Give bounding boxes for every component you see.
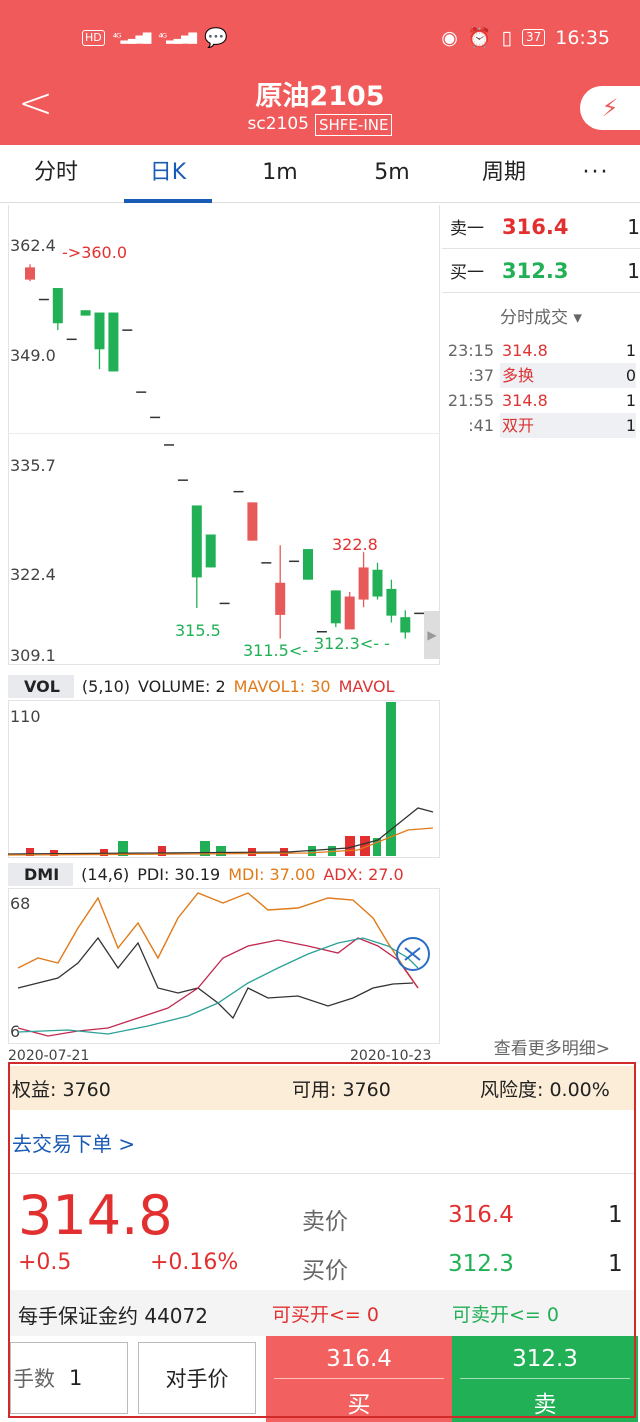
bid-price: 312.3: [448, 1251, 514, 1277]
bid-qty: 1: [608, 1251, 623, 1277]
vol-header[interactable]: VOL (5,10) VOLUME: 2 MAVOL1: 30 MAVOL: [8, 673, 440, 699]
vibrate-icon: ▯: [501, 26, 512, 49]
candle-body: [386, 588, 397, 616]
indicator-name[interactable]: DMI: [8, 862, 74, 886]
low-price-label: 311.5<- -: [243, 641, 319, 660]
max-price-label: ->360.0: [62, 243, 127, 262]
price-change: +0.5: [18, 1250, 72, 1275]
candle-body: [205, 534, 216, 568]
can-buy-text: 可买开<= 0: [272, 1304, 379, 1326]
last-low-label: 312.3<- -: [314, 634, 390, 653]
low-price-label: 315.5: [175, 621, 221, 640]
y-tick: 6: [10, 1022, 21, 1041]
trade-row: 23:15 314.8 1: [447, 341, 636, 360]
margin-bar: [10, 1290, 634, 1336]
trades-dropdown[interactable]: 分时成交 ▾: [500, 308, 582, 328]
candle-body: [247, 502, 258, 541]
y-tick: 349.0: [10, 346, 56, 365]
dmi-header[interactable]: DMI (14,6) PDI: 30.19 MDI: 37.00 ADX: 27…: [8, 861, 440, 887]
flash-order-icon[interactable]: ⚡: [580, 86, 640, 130]
status-time: 16:35: [555, 26, 610, 49]
dmi-plot: [17, 892, 430, 1037]
signal-icon: ⁴ᴳ▂▃▅▇: [112, 31, 152, 44]
buy-button[interactable]: 316.4 买: [266, 1336, 452, 1422]
lots-input[interactable]: 手数 1: [10, 1342, 128, 1414]
candle-body: [330, 590, 341, 624]
counter-price-button[interactable]: 对手价: [138, 1342, 256, 1414]
candle-body: [108, 312, 119, 372]
signal-icon: ⁴ᴳ▂▃▅▇: [158, 31, 197, 44]
chat-icon: 💬: [204, 27, 228, 49]
bid-label: 买价: [302, 1258, 348, 1284]
bid-row: 买一 312.3 1: [442, 249, 640, 293]
candle-body: [25, 267, 35, 280]
alarm-icon: ⏰: [467, 27, 492, 49]
trade-row: :41 双开 1: [442, 413, 640, 438]
eye-icon: ◉: [441, 26, 458, 49]
kline-plot: [25, 264, 425, 639]
y-tick: 110: [10, 707, 41, 726]
y-tick: 68: [10, 894, 31, 913]
tab-timeshare[interactable]: 分时: [33, 160, 78, 185]
ask-label: 卖价: [302, 1209, 348, 1235]
candle-body: [94, 312, 105, 350]
ask-price: 316.4: [448, 1202, 514, 1228]
battery-icon: 37: [521, 29, 546, 46]
y-tick: 335.7: [10, 456, 56, 475]
date-start: 2020-07-21: [8, 1048, 90, 1064]
y-tick: 309.1: [10, 646, 56, 665]
last-price: 314.8: [18, 1184, 173, 1247]
high-price-label: 322.8: [332, 535, 378, 554]
grid-line: [8, 433, 440, 434]
highlight-box: [8, 1062, 636, 1418]
exchange-badge: SHFE-INE: [315, 114, 393, 136]
margin-text: 每手保证金约 44072: [18, 1304, 208, 1328]
kline-chart[interactable]: [8, 205, 440, 665]
period-tabs: 分时 日K 1m 5m 周期 ···: [0, 145, 640, 203]
candle-body: [80, 310, 91, 316]
tab-5m[interactable]: 5m: [374, 160, 410, 185]
date-end: 2020-10-23: [350, 1048, 432, 1064]
back-arrow-icon[interactable]: <: [18, 78, 54, 127]
account-bar: 权益: 3760 可用: 3760 风险度: 0.00%: [10, 1066, 634, 1110]
candle-body: [275, 582, 286, 615]
y-tick: 362.4: [10, 236, 56, 255]
order-book: 卖一 316.4 1 买一 312.3 1 分时成交 ▾ 23:15 314.8 1…: [442, 205, 640, 438]
sell-button[interactable]: 312.3 卖: [452, 1336, 638, 1422]
go-trade-link[interactable]: 去交易下单 >: [12, 1132, 136, 1156]
tab-daily-k[interactable]: 日K: [124, 145, 212, 203]
candle-body: [52, 288, 63, 324]
candle-body: [191, 505, 202, 578]
dmi-chart: [8, 888, 440, 1044]
can-sell-text: 可卖开<= 0: [452, 1304, 559, 1326]
candle-body: [400, 617, 411, 633]
trade-row: 21:55 314.8 1: [447, 391, 636, 410]
divider: [10, 1173, 634, 1174]
ask-qty: 1: [608, 1202, 623, 1228]
y-tick: 322.4: [10, 565, 56, 584]
trade-row: :37 多换 0: [442, 363, 640, 388]
price-change-pct: +0.16%: [150, 1250, 239, 1275]
candle-body: [358, 567, 369, 600]
tab-period[interactable]: 周期: [481, 160, 526, 185]
hd-badge: HD: [82, 29, 105, 46]
page-title: 原油2105: [255, 81, 385, 112]
volume-chart: [8, 700, 440, 858]
indicator-name[interactable]: VOL: [8, 674, 74, 698]
app-header: HD ⁴ᴳ▂▃▅▇ ⁴ᴳ▂▃▅▇ 💬 ◉ ⏰ ▯ 37 16:35 < 原油21…: [0, 0, 640, 145]
tab-1m[interactable]: 1m: [262, 160, 298, 185]
volume-plot: [8, 702, 434, 856]
candle-body: [344, 596, 355, 630]
ask-row: 卖一 316.4 1: [442, 205, 640, 249]
candle-body: [372, 569, 383, 597]
more-menu-icon[interactable]: ···: [582, 160, 610, 185]
candle-body: [303, 549, 313, 580]
contract-code: sc2105: [247, 114, 309, 134]
more-details-link[interactable]: 查看更多明细>: [493, 1039, 610, 1059]
status-bar: HD ⁴ᴳ▂▃▅▇ ⁴ᴳ▂▃▅▇ 💬 ◉ ⏰ ▯ 37 16:35: [0, 26, 640, 54]
scroll-right-icon[interactable]: ▶: [424, 611, 440, 659]
